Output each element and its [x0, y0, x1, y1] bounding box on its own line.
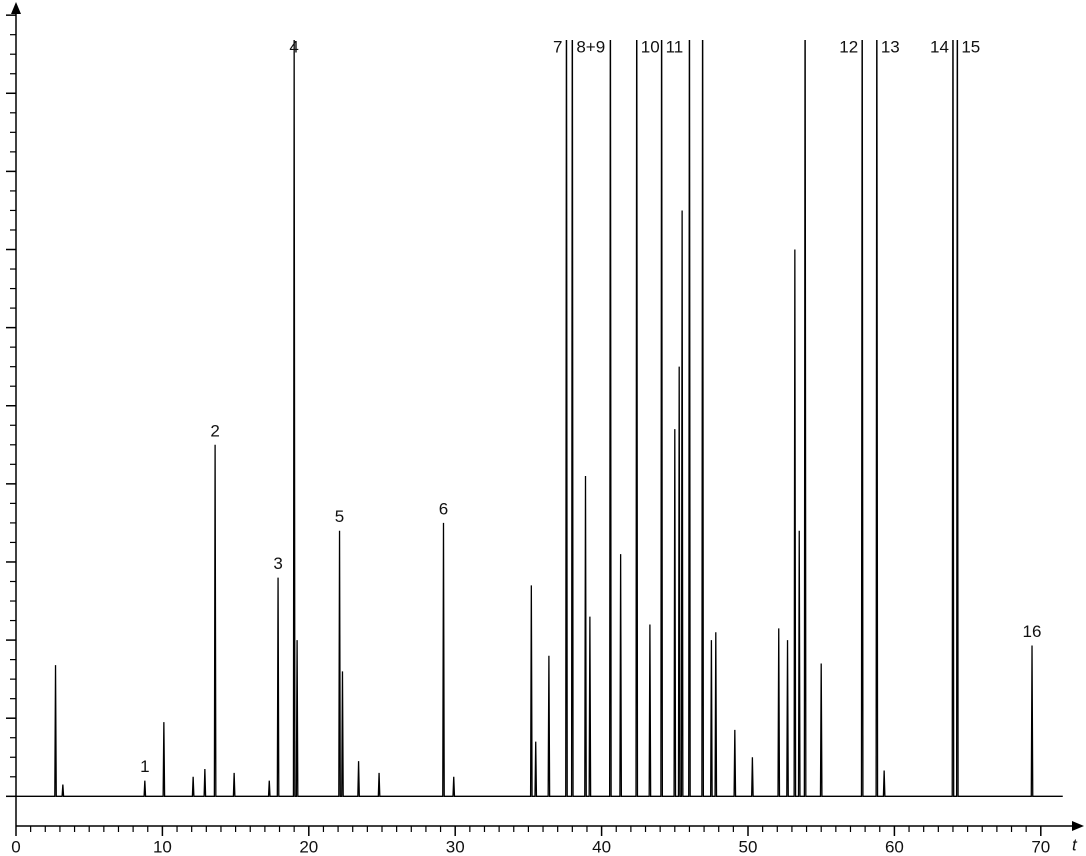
x-axis-label: t — [1072, 835, 1078, 854]
peak-label: 1 — [140, 757, 149, 776]
peak-label: 3 — [273, 554, 282, 573]
x-tick-label: 20 — [299, 837, 318, 856]
peak-label: 16 — [1023, 622, 1042, 641]
peak-label: 14 — [930, 37, 949, 56]
x-tick-label: 40 — [592, 837, 611, 856]
peak-label: 4 — [289, 37, 298, 56]
peak-label: 15 — [961, 37, 980, 56]
x-tick-label: 50 — [739, 837, 758, 856]
x-tick-label: 60 — [885, 837, 904, 856]
x-tick-label: 30 — [446, 837, 465, 856]
peak-label: 7 — [553, 37, 562, 56]
peak-label: 5 — [335, 507, 344, 526]
peak-label: 12 — [839, 37, 858, 56]
peak-label: 11 — [666, 37, 684, 56]
peak-label: 6 — [439, 499, 448, 518]
x-tick-label: 70 — [1031, 837, 1050, 856]
x-tick-label: 10 — [153, 837, 172, 856]
peak-label: 10 — [641, 37, 660, 56]
y-axis-arrow — [11, 2, 21, 14]
peak-label: 8+9 — [576, 37, 605, 56]
peak-label: 2 — [210, 421, 219, 440]
x-tick-label: 0 — [11, 837, 20, 856]
peak-label: 13 — [881, 37, 900, 56]
x-axis-arrow — [1072, 821, 1084, 831]
chromatogram-trace — [16, 40, 1063, 797]
